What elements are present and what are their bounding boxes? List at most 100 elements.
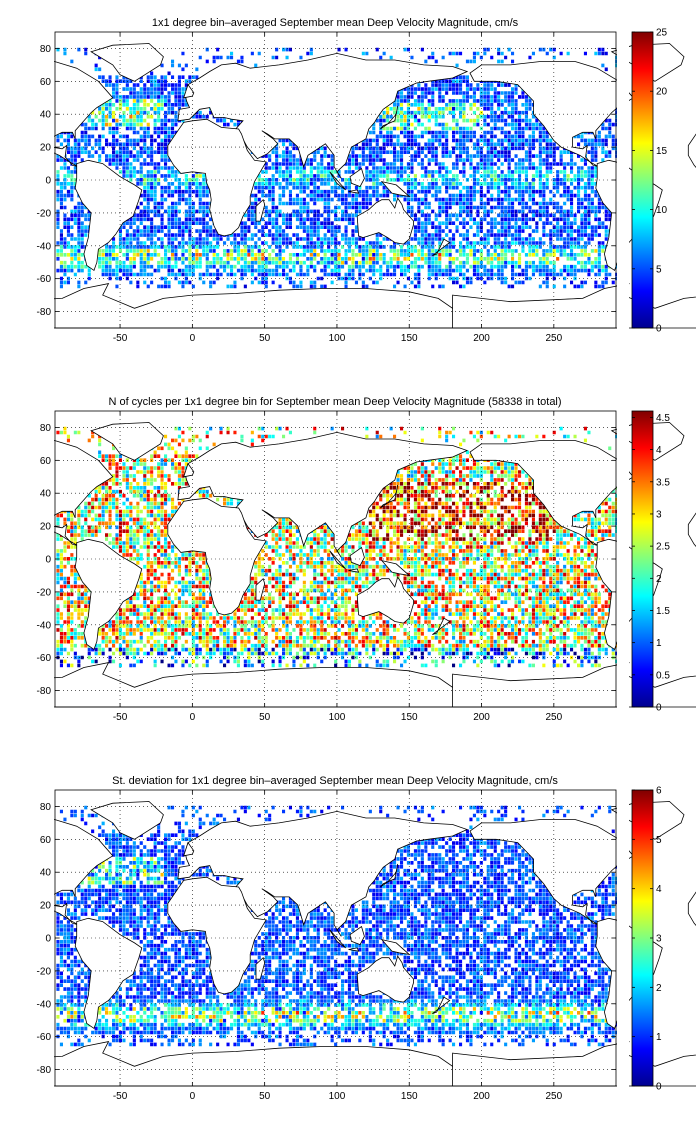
heatmap-cell-group: [66, 991, 70, 995]
coastline-landmass: [687, 512, 696, 547]
coastline-landmass: [356, 955, 415, 1003]
heatmap-cell-group: [486, 260, 490, 265]
heatmap-cell-group: [351, 1015, 355, 1019]
gridlines: [55, 790, 616, 1086]
coastline-landmass: [379, 484, 399, 509]
heatmap-cell-group: [115, 868, 119, 873]
heatmap-cell-group: [368, 1022, 372, 1027]
x-tick-label: -50: [113, 712, 128, 723]
heatmap-cell-group: [132, 663, 136, 668]
heatmap-cell-group: [302, 1022, 306, 1027]
colorbar-tick-label: 0: [656, 1082, 662, 1093]
heatmap-cell-group: [400, 103, 404, 107]
coastline-landmass: [356, 576, 415, 624]
heatmap-cell-group: [580, 249, 584, 253]
heatmap-cell-group: [587, 253, 591, 257]
heatmap-cell-group: [556, 257, 560, 261]
heatmap-cell-group: [472, 486, 476, 490]
heatmap-cell-group: [164, 245, 168, 249]
heatmap-cell-group: [66, 663, 70, 668]
heatmap-cell-group: [59, 87, 598, 253]
heatmap-cell-group: [486, 257, 490, 261]
y-tick-label: 40: [40, 110, 52, 121]
heatmap-cell-group: [195, 1007, 199, 1011]
heatmap-cell-group: [420, 493, 424, 498]
heatmap-cell-group: [483, 655, 487, 660]
heatmap-cell-group: [236, 257, 240, 261]
heatmap-cell-group: [157, 260, 161, 265]
heatmap-cell-group: [243, 245, 247, 249]
heatmap-cell-group: [320, 647, 324, 652]
heatmap-cell-group: [459, 1007, 463, 1011]
y-tick-label: 0: [45, 934, 51, 945]
heatmap-cell-group: [406, 257, 410, 261]
heatmap-cell-group: [375, 1015, 379, 1019]
heatmap-cell-group: [73, 651, 77, 656]
heatmap-cell-group: [462, 537, 466, 541]
heatmap-cell-group: [472, 1022, 476, 1027]
coastline-landmass: [255, 198, 266, 222]
heatmap-cell-group: [472, 110, 476, 115]
heatmap-cell-group: [112, 880, 129, 885]
coastline-landmass: [90, 801, 164, 840]
heatmap-cell-group: [261, 651, 265, 656]
y-tick-label: -40: [37, 241, 52, 252]
coastline-landmass: [687, 891, 696, 926]
heatmap-cell-group: [583, 1015, 587, 1019]
x-tick-label: -50: [113, 333, 128, 344]
colorbar-tick-label: 1: [656, 1032, 662, 1043]
heatmap-cell-group: [524, 517, 528, 522]
heatmap-cell-group: [538, 501, 542, 506]
heatmap-cell-group: [101, 79, 570, 269]
heatmap-cell-group: [400, 651, 404, 656]
heatmap-cell-group: [479, 1007, 483, 1011]
heatmap-cell-group: [334, 647, 338, 652]
coastline-landmass: [183, 462, 195, 478]
heatmap-cell-group: [219, 1011, 223, 1015]
heatmap-cell-group: [549, 1011, 553, 1015]
x-tick-label: 150: [401, 712, 418, 723]
heatmap-cell-group: [146, 249, 150, 253]
heatmap-cell-group: [327, 1007, 331, 1011]
coastline-landmass: [356, 197, 415, 245]
heatmap-cell-group: [510, 257, 515, 261]
heatmap-cell-group: [129, 868, 143, 881]
heatmap-cell-group: [327, 1015, 331, 1019]
heatmap-cell-group: [344, 1003, 348, 1007]
heatmap-cell-group: [139, 659, 143, 664]
heatmap-cell-group: [493, 647, 497, 652]
heatmap-cell-group: [171, 1011, 175, 1015]
heatmap-cell-group: [77, 659, 81, 664]
clip-right: [617, 410, 629, 708]
colorbar-tick-label: 4: [656, 884, 662, 895]
heatmap-cell-group: [427, 497, 431, 502]
coastline-landmass: [349, 546, 365, 567]
x-tick-label: 50: [259, 333, 271, 344]
gridlines: [55, 32, 616, 328]
y-tick-label: 20: [40, 901, 52, 912]
heatmap-cell-group: [368, 257, 372, 261]
heatmap-cell-group: [531, 1015, 549, 1027]
heatmap-cell-group: [507, 529, 511, 533]
colorbar-tick-label: 0.5: [656, 670, 670, 681]
heatmap-cell-group: [171, 604, 175, 608]
heatmap-cell-group: [146, 114, 150, 119]
heatmap-cell-group: [63, 1018, 67, 1023]
heatmap-cell-group: [438, 257, 442, 261]
heatmap-cell-group: [282, 257, 286, 261]
heatmap-cell-group: [469, 118, 473, 123]
heatmap-cell-group: [358, 1011, 362, 1015]
y-tick-label: 60: [40, 456, 52, 467]
heatmap-cell-group: [472, 122, 476, 127]
heatmap-cell-group: [347, 647, 351, 652]
heatmap-cell-group: [583, 647, 587, 652]
heatmap-cell-group: [174, 482, 178, 486]
heatmap-cell-group: [521, 1015, 525, 1019]
heatmap-cell-group: [361, 1015, 365, 1019]
heatmap-cell-group: [563, 651, 567, 656]
heatmap-cell-group: [299, 253, 327, 265]
heatmap-cell-group: [507, 647, 511, 652]
heatmap-cell-group: [452, 517, 456, 522]
heatmap-cell-group: [153, 880, 157, 885]
heatmap-cell-group: [129, 525, 161, 549]
